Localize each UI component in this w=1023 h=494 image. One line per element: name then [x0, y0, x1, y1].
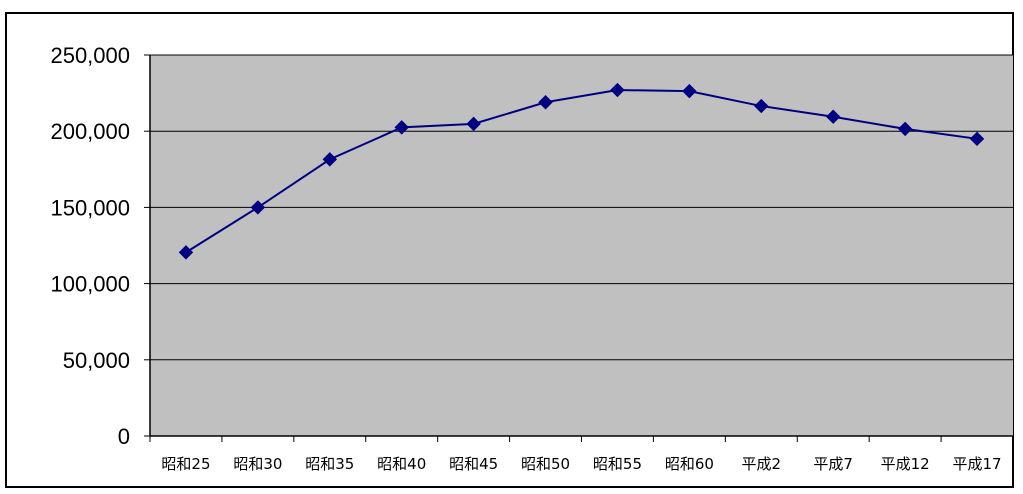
x-tick-label: 昭和35 — [305, 455, 354, 473]
x-axis-ticks: 昭和25 昭和30 昭和35 昭和40 昭和45 昭和50 昭和55 昭和60 平成2 平成7 平成… — [149, 436, 1014, 473]
x-tick-label: 昭和50 — [521, 455, 570, 473]
y-tick-label: 0 — [118, 424, 130, 449]
y-tick-label: 150,000 — [50, 195, 130, 220]
x-tick-label: 昭和30 — [233, 455, 282, 473]
data-point — [178, 245, 194, 260]
data-point — [610, 82, 625, 98]
y-tick-label: 50,000 — [63, 348, 130, 373]
y-axis-ticks: 0 50,000 100,000 150,000 200,000 250,000 — [50, 43, 150, 449]
gridlines — [150, 54, 1013, 361]
data-point — [682, 83, 697, 99]
data-point — [538, 95, 553, 110]
data-point — [394, 120, 409, 135]
x-tick-label: 平成7 — [813, 455, 853, 473]
x-tick-label: 昭和60 — [665, 455, 714, 473]
series-group — [178, 82, 985, 260]
x-tick-label: 平成12 — [881, 455, 930, 473]
data-point — [466, 116, 481, 132]
data-point — [250, 200, 266, 215]
data-point — [897, 121, 913, 137]
x-tick-label: 平成2 — [742, 455, 782, 473]
x-tick-label: 昭和25 — [161, 455, 210, 473]
x-tick-label: 平成17 — [952, 455, 1001, 473]
data-point — [322, 152, 337, 167]
y-tick-label: 250,000 — [50, 43, 130, 68]
data-point — [826, 109, 841, 124]
plot-area — [150, 55, 1013, 436]
series-line — [185, 89, 978, 254]
x-tick-label: 昭和40 — [377, 455, 426, 473]
x-tick-label: 昭和45 — [449, 455, 498, 473]
y-tick-label: 200,000 — [50, 119, 130, 144]
data-point — [754, 98, 769, 114]
y-tick-label: 100,000 — [50, 272, 130, 297]
x-tick-label: 昭和55 — [593, 455, 642, 473]
data-point — [969, 131, 985, 147]
